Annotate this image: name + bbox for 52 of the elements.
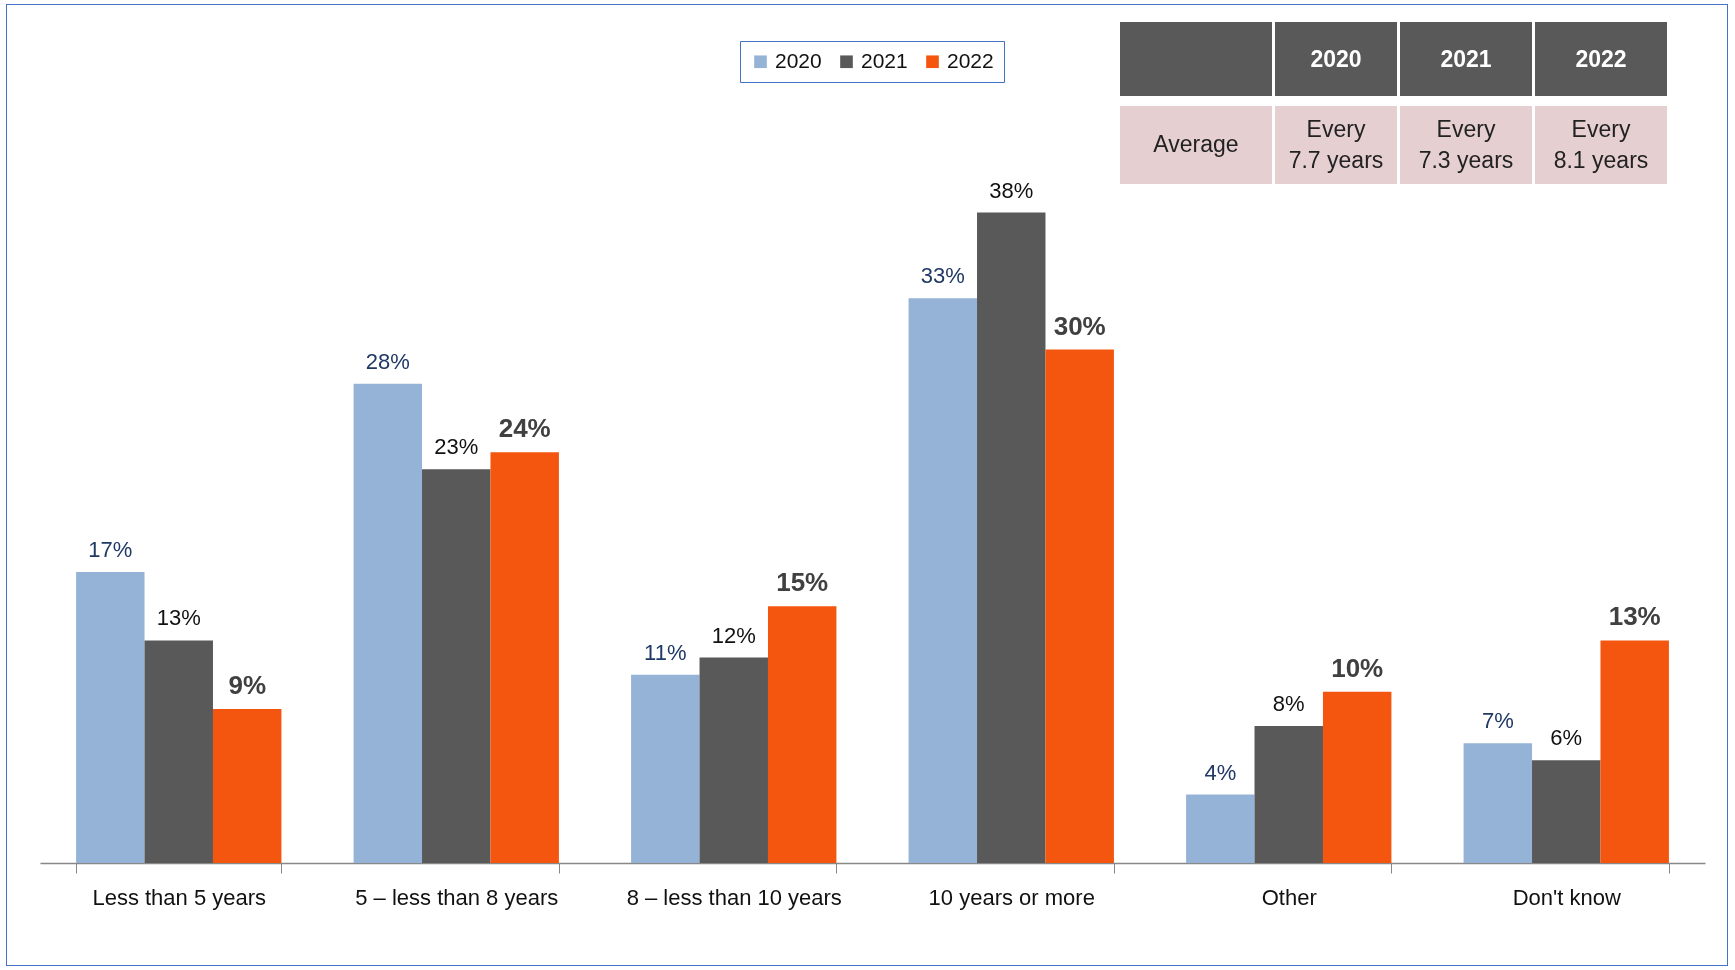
category-label: 2021 <box>1400 22 1532 96</box>
bar <box>1045 349 1114 863</box>
data-label: 4% <box>1204 759 1237 785</box>
data-label: 15% <box>776 567 829 598</box>
bar <box>1322 691 1392 863</box>
bar <box>1532 760 1601 863</box>
data-label: 28% <box>365 348 410 374</box>
text: Every 7.7 years <box>1288 115 1384 173</box>
data-label: 30% <box>1053 310 1106 341</box>
bar <box>977 212 1046 863</box>
category-label: 2020 <box>1275 22 1397 96</box>
x-tick-label: 10 years or more <box>928 884 1095 910</box>
x-tick-label: 5 – less than 8 years <box>355 884 559 910</box>
bar <box>76 572 145 863</box>
text: Every 8.1 years <box>1553 115 1649 173</box>
data-label: 13% <box>156 605 201 631</box>
bar <box>1254 726 1323 863</box>
bar <box>490 452 559 863</box>
bar <box>1600 640 1669 863</box>
legend-label: 2020 <box>775 48 822 72</box>
x-tick-label: Less than 5 years <box>92 884 267 910</box>
text: Every 7.3 years <box>1418 115 1514 173</box>
legend-label: 2021 <box>861 48 908 72</box>
bar <box>908 298 978 863</box>
data-label: 12% <box>711 622 756 648</box>
bar <box>353 383 423 863</box>
bar <box>422 469 491 863</box>
data-label: 38% <box>989 177 1034 203</box>
x-tick-label: Other <box>1261 884 1317 910</box>
bar <box>699 657 768 863</box>
category-label: 2022 <box>1535 22 1667 96</box>
bar <box>212 708 282 863</box>
bar <box>1186 794 1255 863</box>
data-label: 17% <box>88 537 133 563</box>
x-tick-label: Don't know <box>1512 884 1621 910</box>
data-label: 9% <box>228 669 266 700</box>
data-label: 7% <box>1481 708 1514 734</box>
category-label: Average <box>1153 131 1239 158</box>
bar <box>631 674 700 863</box>
bar <box>144 640 213 863</box>
data-label: 11% <box>644 639 687 665</box>
data-label: 6% <box>1550 725 1583 751</box>
x-tick-label: 8 – less than 10 years <box>626 884 842 910</box>
data-label: 10% <box>1331 652 1384 683</box>
legend-label: 2022 <box>947 48 994 72</box>
bar <box>767 606 837 863</box>
data-label: 23% <box>434 434 479 460</box>
data-label: 13% <box>1608 601 1661 632</box>
data-label: 8% <box>1272 691 1305 717</box>
bar <box>1463 743 1533 863</box>
data-label: 24% <box>498 413 551 444</box>
data-label: 33% <box>920 263 965 289</box>
